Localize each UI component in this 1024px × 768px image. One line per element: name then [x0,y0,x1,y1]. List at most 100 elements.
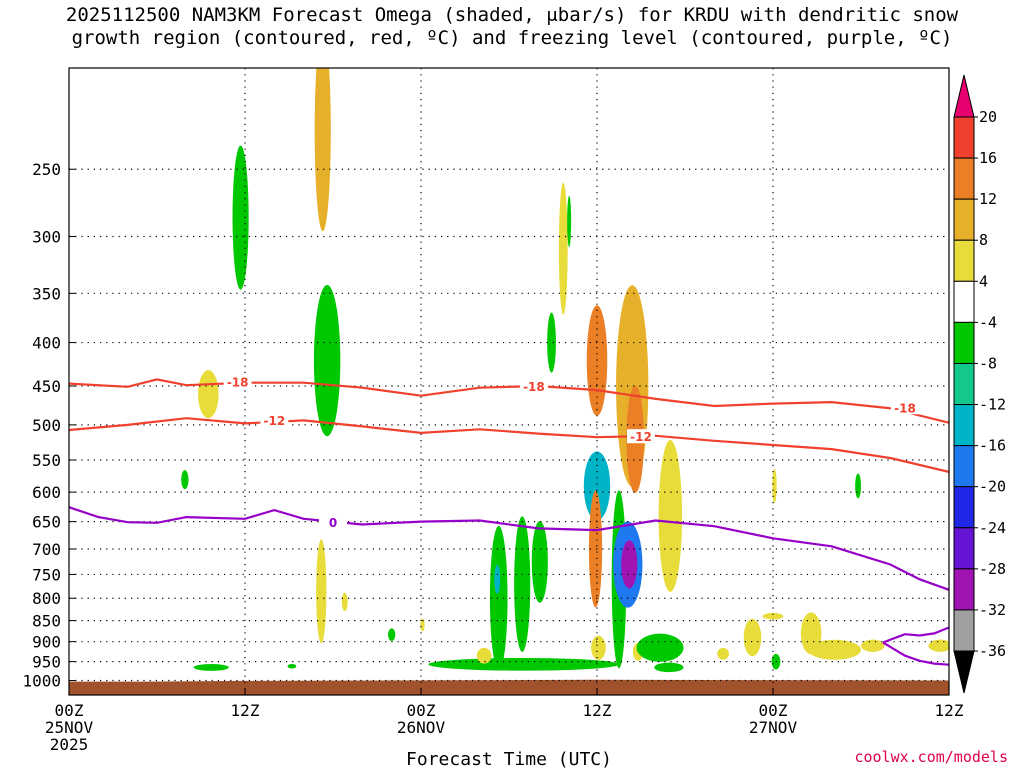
contour-label-freezing: 0 [329,516,337,530]
colorbar-label: 4 [979,272,988,290]
colorbar-box [953,527,975,570]
title-line-2: growth region (contoured, red, ºC) and f… [71,27,953,49]
plot-frame [68,67,950,696]
colorbar-box [953,116,975,159]
colorbar-box [953,486,975,529]
contour-label-minus18: -18 [227,376,249,390]
x-tick-label: 00Z [55,701,84,720]
omega-cell [388,628,396,641]
colorbar-box [953,198,975,241]
colorbar-label: 16 [979,149,997,167]
omega-cell [476,647,492,664]
colorbar-label: -12 [979,396,1006,414]
omega-cell [808,639,861,660]
colorbar-box [953,404,975,447]
omega-cell [558,182,568,315]
colorbar-box [953,321,975,364]
y-tick-label: 350 [32,284,61,303]
omega-cell [547,312,556,373]
omega-cell [567,195,572,248]
terrain-area [69,679,949,695]
contour-freezing-low-upper [882,626,949,644]
omega-cell [232,145,249,290]
omega-cell [654,662,684,673]
contour-label-minus18: -18 [523,380,545,394]
omega-cell [658,439,683,592]
y-tick-label: 600 [32,483,61,502]
contour-label-minus12-bg [260,413,289,428]
y-tick-label: 700 [32,540,61,559]
colorbar-label: -24 [979,519,1006,537]
omega-cell [591,635,606,660]
omega-cell [428,657,619,671]
colorbar-label: 12 [979,190,997,208]
y-tick-label: 250 [32,160,61,179]
contour-label-minus18-bg [223,374,252,389]
omega-cell [621,540,638,589]
y-tick-label: 400 [32,334,61,353]
x-tick-label: 26NOV [397,718,446,737]
y-tick-label: 750 [32,565,61,584]
y-tick-label: 900 [32,633,61,652]
y-tick-label: 800 [32,589,61,608]
colorbar-top-arrow [953,74,975,118]
colorbar-box [953,568,975,611]
y-tick-label: 650 [32,513,61,532]
x-tick-label: 25NOV [45,718,94,737]
omega-cell [181,470,189,490]
colorbar-box [953,239,975,282]
contour-label-minus12: -12 [630,430,652,444]
contour-label-minus18: -18 [894,401,916,415]
y-tick-label: 1000 [22,672,61,691]
omega-cell [198,370,219,419]
colorbar-bottom-arrow [953,650,975,694]
omega-cell [494,564,501,594]
omega-cell [313,284,341,437]
contour-label-minus18-bg [519,378,548,393]
colorbar-label: -4 [979,313,997,331]
chart-title: 2025112500 NAM3KM Forecast Omega (shaded… [0,4,1024,50]
omega-cell [772,468,777,504]
omega-cell [341,592,348,612]
contour-label-minus12-bg [627,429,655,444]
omega-cell [316,539,327,644]
colorbar-box [953,280,975,323]
omega-shading [181,68,949,673]
x-tick-label: 12Z [935,701,964,720]
omega-cell [514,516,531,652]
contour-minus18 [69,378,949,424]
x-tick-label: 12Z [583,701,612,720]
omega-cell [855,473,861,499]
colorbar: 20 16 12 8 4 -4 -8 -12 -16 -20 -24 -28 -32 -36 [953,74,1006,694]
omega-cell [636,633,684,662]
omega-cell [583,451,611,521]
omega-cell [861,639,885,652]
y-tick-label: 950 [32,653,61,672]
colorbar-box [953,157,975,200]
y-tick-label: 550 [32,451,61,470]
omega-cell [762,612,784,620]
y-tick-label: 300 [32,227,61,246]
contour-minus12 [69,417,949,473]
colorbar-label: -32 [979,601,1006,619]
omega-cell [717,647,730,660]
x-tick-label: 00Z [407,701,436,720]
colorbar-label: -28 [979,560,1006,578]
contour-label-freezing-bg [319,514,347,529]
y-axis-ticks: 250 300 350 400 450 500 550 600 650 700 750 800 850 9… [22,160,76,691]
omega-cell [314,68,331,232]
omega-cell [489,525,508,671]
colorbar-box [953,609,975,652]
omega-cell [287,663,297,669]
omega-cell [420,618,425,632]
omega-cell [531,521,548,603]
colorbar-label: -20 [979,478,1006,496]
x-tick-label: 27NOV [749,718,798,737]
contour-label-minus12: -12 [263,414,285,428]
contour-freezing [69,506,949,591]
x-tick-label: 2025 [50,735,89,754]
omega-cell [928,639,949,652]
contours: -18 -18 -18 -12 -12 0 [69,374,949,666]
x-tick-label: 12Z [231,701,260,720]
